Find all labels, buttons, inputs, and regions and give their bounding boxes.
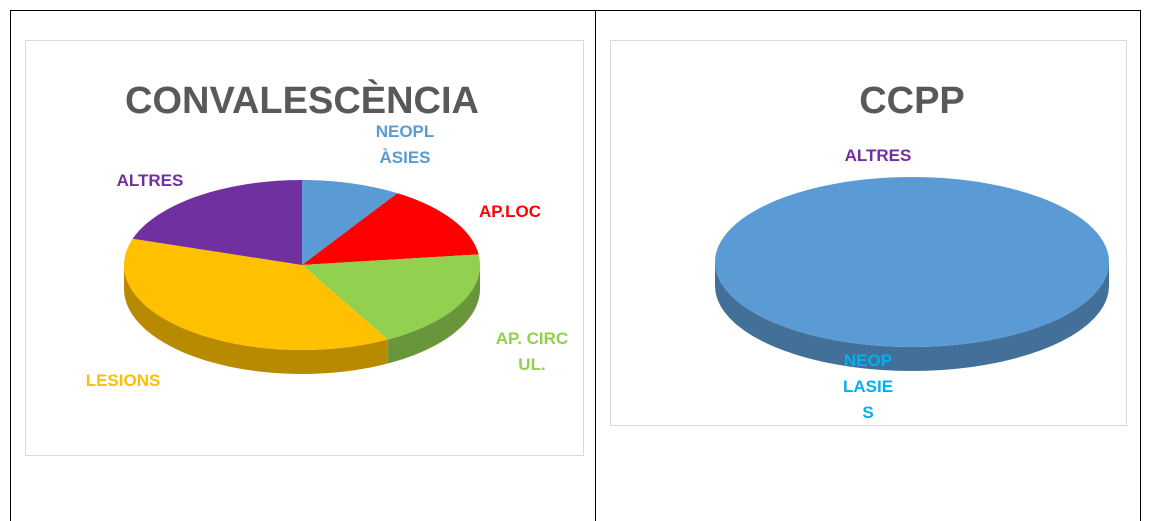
pie-slice (132, 180, 302, 265)
data-label: AP. CIRCUL. (495, 329, 569, 374)
pie-side (387, 265, 480, 364)
pie-slice (715, 177, 1109, 347)
pie-side (124, 265, 388, 374)
chart-title: CONVALESCÈNCIA (125, 78, 479, 122)
pie-slice (302, 180, 398, 265)
chart-title: CCPP (859, 80, 965, 122)
pie-slice (302, 193, 479, 265)
pie-side (715, 262, 1109, 371)
data-label: AP.LOC (478, 202, 542, 221)
data-label: ALTRES (116, 171, 184, 190)
data-label: NEOPLASIES (842, 351, 894, 422)
data-label: NEOPLÀSIES (375, 122, 435, 167)
pie-slice (302, 254, 480, 340)
data-label: LESIONS (85, 371, 161, 390)
data-label: ALTRES (844, 146, 912, 165)
pie-slice (124, 238, 388, 350)
